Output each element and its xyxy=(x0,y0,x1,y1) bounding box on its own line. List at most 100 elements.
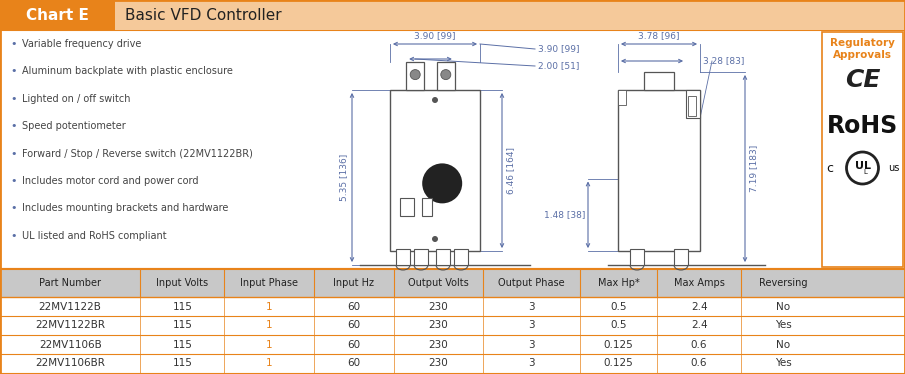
Bar xyxy=(0,269,905,297)
Text: 115: 115 xyxy=(173,301,192,312)
Text: 2.4: 2.4 xyxy=(691,301,708,312)
Text: 0.6: 0.6 xyxy=(691,359,708,368)
Circle shape xyxy=(423,163,462,203)
Text: 3: 3 xyxy=(529,359,535,368)
Text: 1: 1 xyxy=(266,321,272,331)
Text: Speed potentiometer: Speed potentiometer xyxy=(22,121,126,131)
Text: 3.90 [99]: 3.90 [99] xyxy=(538,45,579,53)
Text: Output Volts: Output Volts xyxy=(408,278,469,288)
Bar xyxy=(674,249,688,265)
Text: Regulatory
Approvals: Regulatory Approvals xyxy=(830,38,895,60)
Text: Includes mounting brackets and hardware: Includes mounting brackets and hardware xyxy=(22,203,228,213)
Text: Chart E: Chart E xyxy=(26,7,89,22)
Text: CE: CE xyxy=(844,68,881,92)
Text: 3: 3 xyxy=(529,321,535,331)
Bar xyxy=(0,335,905,354)
Bar xyxy=(406,62,424,90)
Text: Part Number: Part Number xyxy=(39,278,101,288)
Text: Output Phase: Output Phase xyxy=(499,278,565,288)
Text: 1: 1 xyxy=(266,340,272,349)
Text: 3.28 [83]: 3.28 [83] xyxy=(703,56,745,65)
Text: Max Hp*: Max Hp* xyxy=(597,278,640,288)
Text: No: No xyxy=(776,340,790,349)
Text: 6.46 [164]: 6.46 [164] xyxy=(506,147,515,194)
Text: 1: 1 xyxy=(266,359,272,368)
Text: •: • xyxy=(10,39,16,49)
Text: 230: 230 xyxy=(429,301,448,312)
Text: Input Volts: Input Volts xyxy=(157,278,208,288)
Bar xyxy=(0,0,115,30)
Bar xyxy=(437,62,455,90)
Text: Lighted on / off switch: Lighted on / off switch xyxy=(22,94,130,104)
Text: Reversing: Reversing xyxy=(759,278,807,288)
Text: 115: 115 xyxy=(173,340,192,349)
Text: 0.125: 0.125 xyxy=(604,359,633,368)
Text: 2.4: 2.4 xyxy=(691,321,708,331)
Text: Includes motor cord and power cord: Includes motor cord and power cord xyxy=(22,176,198,186)
Circle shape xyxy=(432,97,438,103)
Text: 1.48 [38]: 1.48 [38] xyxy=(544,210,585,219)
Text: •: • xyxy=(10,176,16,186)
Text: •: • xyxy=(10,121,16,131)
Bar xyxy=(0,316,905,335)
Bar xyxy=(436,249,450,265)
Bar xyxy=(686,90,700,118)
Bar xyxy=(630,249,644,265)
Text: •: • xyxy=(10,231,16,240)
Bar xyxy=(688,96,696,116)
Text: us: us xyxy=(888,163,899,173)
Text: 0.5: 0.5 xyxy=(610,301,627,312)
Text: 1: 1 xyxy=(266,301,272,312)
Bar xyxy=(422,197,432,215)
Text: 230: 230 xyxy=(429,321,448,331)
Text: Variable frequency drive: Variable frequency drive xyxy=(22,39,141,49)
Text: 115: 115 xyxy=(173,359,192,368)
Text: •: • xyxy=(10,148,16,159)
Text: Forward / Stop / Reverse switch (22MV1122BR): Forward / Stop / Reverse switch (22MV112… xyxy=(22,148,252,159)
Bar xyxy=(115,0,905,30)
Text: 0.125: 0.125 xyxy=(604,340,633,349)
Text: 22MV1122BR: 22MV1122BR xyxy=(35,321,105,331)
Bar xyxy=(396,249,410,265)
Bar xyxy=(0,30,905,269)
Text: 0.6: 0.6 xyxy=(691,340,708,349)
Text: No: No xyxy=(776,301,790,312)
Circle shape xyxy=(441,70,451,80)
Text: Aluminum backplate with plastic enclosure: Aluminum backplate with plastic enclosur… xyxy=(22,66,233,76)
Bar xyxy=(644,72,674,90)
Text: c: c xyxy=(826,162,833,175)
Bar xyxy=(454,249,468,265)
Text: 3.78 [96]: 3.78 [96] xyxy=(638,31,680,40)
Text: 60: 60 xyxy=(348,359,360,368)
Bar xyxy=(414,249,428,265)
Bar xyxy=(0,297,905,316)
Text: 22MV1122B: 22MV1122B xyxy=(39,301,101,312)
Text: Yes: Yes xyxy=(775,321,792,331)
Circle shape xyxy=(432,236,438,242)
Text: 5.35 [136]: 5.35 [136] xyxy=(339,154,348,201)
Text: 0.5: 0.5 xyxy=(610,321,627,331)
Text: •: • xyxy=(10,66,16,76)
Bar xyxy=(0,354,905,373)
Bar xyxy=(390,90,480,251)
Text: 60: 60 xyxy=(348,321,360,331)
Text: •: • xyxy=(10,203,16,213)
Text: Input Hz: Input Hz xyxy=(333,278,375,288)
Text: 7.19 [183]: 7.19 [183] xyxy=(749,145,758,192)
Text: L: L xyxy=(863,169,867,175)
Text: Yes: Yes xyxy=(775,359,792,368)
Text: 60: 60 xyxy=(348,340,360,349)
Text: Input Phase: Input Phase xyxy=(240,278,299,288)
Text: 3: 3 xyxy=(529,340,535,349)
Text: 2.00 [51]: 2.00 [51] xyxy=(538,61,579,71)
Text: Max Amps: Max Amps xyxy=(673,278,725,288)
Bar xyxy=(618,90,626,105)
Bar xyxy=(822,32,903,267)
Text: Basic VFD Controller: Basic VFD Controller xyxy=(125,7,281,22)
Text: 230: 230 xyxy=(429,359,448,368)
Circle shape xyxy=(410,70,420,80)
Text: UL: UL xyxy=(854,161,871,171)
Text: •: • xyxy=(10,94,16,104)
Text: 22MV1106B: 22MV1106B xyxy=(39,340,101,349)
Text: RoHS: RoHS xyxy=(827,114,898,138)
